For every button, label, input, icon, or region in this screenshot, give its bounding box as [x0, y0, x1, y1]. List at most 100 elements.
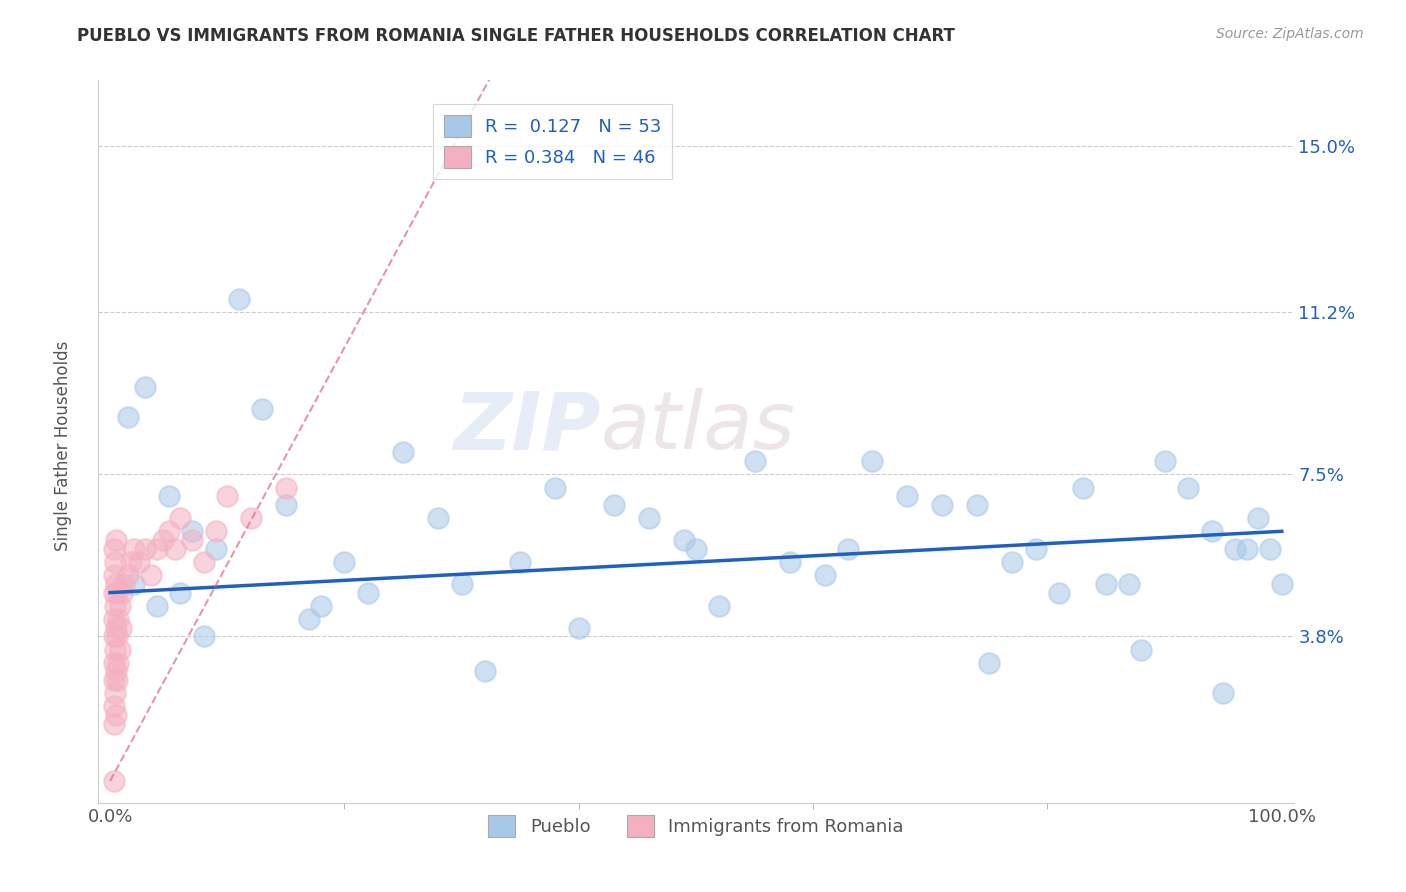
Point — [169, 585, 191, 599]
Point — [122, 577, 145, 591]
Point — [966, 498, 988, 512]
Point — [1118, 577, 1140, 591]
Point — [357, 585, 380, 599]
Point — [107, 612, 129, 626]
Point — [252, 401, 274, 416]
Point — [103, 656, 125, 670]
Text: Source: ZipAtlas.com: Source: ZipAtlas.com — [1216, 27, 1364, 41]
Point — [204, 524, 226, 539]
Point — [105, 673, 128, 688]
Point — [309, 599, 332, 613]
Point — [474, 665, 496, 679]
Point — [427, 511, 450, 525]
Point — [105, 585, 128, 599]
Text: atlas: atlas — [600, 388, 796, 467]
Point — [103, 585, 125, 599]
Point — [509, 555, 531, 569]
Point — [814, 568, 837, 582]
Point — [977, 656, 1000, 670]
Point — [1258, 541, 1281, 556]
Point — [157, 489, 180, 503]
Point — [274, 481, 297, 495]
Point — [105, 629, 128, 643]
Point — [163, 541, 186, 556]
Point — [193, 629, 215, 643]
Point — [1271, 577, 1294, 591]
Point — [105, 621, 128, 635]
Point — [103, 717, 125, 731]
Point — [103, 568, 125, 582]
Point — [1247, 511, 1270, 525]
Point — [122, 541, 145, 556]
Point — [103, 699, 125, 714]
Point — [204, 541, 226, 556]
Point — [1212, 686, 1234, 700]
Point — [603, 498, 626, 512]
Point — [146, 541, 169, 556]
Point — [134, 541, 156, 556]
Point — [103, 773, 125, 788]
Point — [837, 541, 859, 556]
Point — [141, 568, 163, 582]
Legend: Pueblo, Immigrants from Romania: Pueblo, Immigrants from Romania — [481, 808, 911, 845]
Text: PUEBLO VS IMMIGRANTS FROM ROMANIA SINGLE FATHER HOUSEHOLDS CORRELATION CHART: PUEBLO VS IMMIGRANTS FROM ROMANIA SINGLE… — [77, 27, 955, 45]
Point — [107, 656, 129, 670]
Point — [392, 445, 415, 459]
Point — [105, 533, 128, 547]
Point — [333, 555, 356, 569]
Point — [1223, 541, 1246, 556]
Point — [1236, 541, 1258, 556]
Point — [134, 380, 156, 394]
Text: ZIP: ZIP — [453, 388, 600, 467]
Point — [152, 533, 174, 547]
Point — [117, 568, 139, 582]
Point — [1071, 481, 1094, 495]
Point — [128, 555, 150, 569]
Point — [103, 541, 125, 556]
Point — [169, 511, 191, 525]
Point — [709, 599, 731, 613]
Point — [105, 577, 128, 591]
Point — [673, 533, 696, 547]
Point — [450, 577, 472, 591]
Point — [108, 642, 131, 657]
Point — [228, 292, 250, 306]
Point — [104, 599, 127, 613]
Point — [1025, 541, 1047, 556]
Point — [217, 489, 239, 503]
Point — [860, 454, 883, 468]
Point — [1047, 585, 1070, 599]
Point — [111, 585, 134, 599]
Point — [685, 541, 707, 556]
Point — [1201, 524, 1223, 539]
Point — [931, 498, 953, 512]
Point — [181, 533, 204, 547]
Point — [104, 686, 127, 700]
Point — [744, 454, 766, 468]
Point — [1001, 555, 1024, 569]
Point — [112, 577, 135, 591]
Point — [239, 511, 262, 525]
Point — [110, 621, 132, 635]
Point — [103, 673, 125, 688]
Point — [108, 599, 131, 613]
Point — [104, 642, 127, 657]
Point — [117, 410, 139, 425]
Point — [104, 555, 127, 569]
Point — [1177, 481, 1199, 495]
Point — [103, 629, 125, 643]
Text: Single Father Households: Single Father Households — [55, 341, 72, 551]
Point — [103, 612, 125, 626]
Point — [568, 621, 591, 635]
Point — [274, 498, 297, 512]
Point — [181, 524, 204, 539]
Point — [638, 511, 661, 525]
Point — [193, 555, 215, 569]
Point — [298, 612, 321, 626]
Point — [1130, 642, 1153, 657]
Point — [105, 708, 128, 723]
Point — [544, 481, 567, 495]
Point — [1153, 454, 1175, 468]
Point — [146, 599, 169, 613]
Point — [896, 489, 918, 503]
